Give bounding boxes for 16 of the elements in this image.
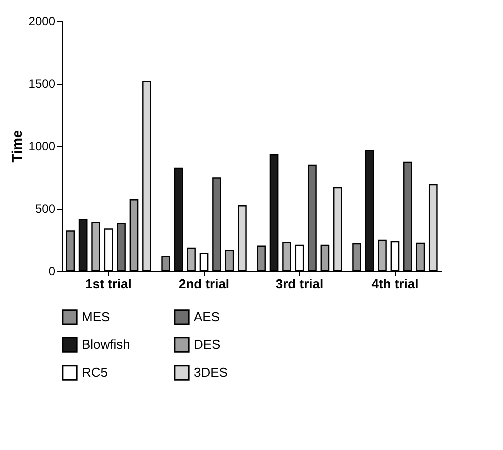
x-tick-label: 4th trial — [372, 276, 419, 292]
y-tick-label: 500 — [35, 202, 56, 216]
y-axis-title: Time — [8, 130, 25, 163]
y-tick-label: 1500 — [28, 77, 56, 91]
legend-label: Blowfish — [82, 337, 130, 352]
y-tick-label: 2000 — [28, 14, 56, 28]
y-tick-label: 1000 — [28, 140, 56, 154]
legend-label: 3DES — [194, 365, 228, 380]
x-tick-label: 1st trial — [86, 276, 132, 292]
x-tick-label: 3rd trial — [276, 276, 324, 292]
legend-label: AES — [194, 309, 220, 324]
legend-label: DES — [194, 337, 222, 352]
x-tick-label: 2nd trial — [178, 276, 230, 292]
legend-label: RC5 — [82, 365, 108, 380]
y-tick-label: 0 — [48, 264, 56, 278]
legend-label: MES — [82, 309, 110, 324]
